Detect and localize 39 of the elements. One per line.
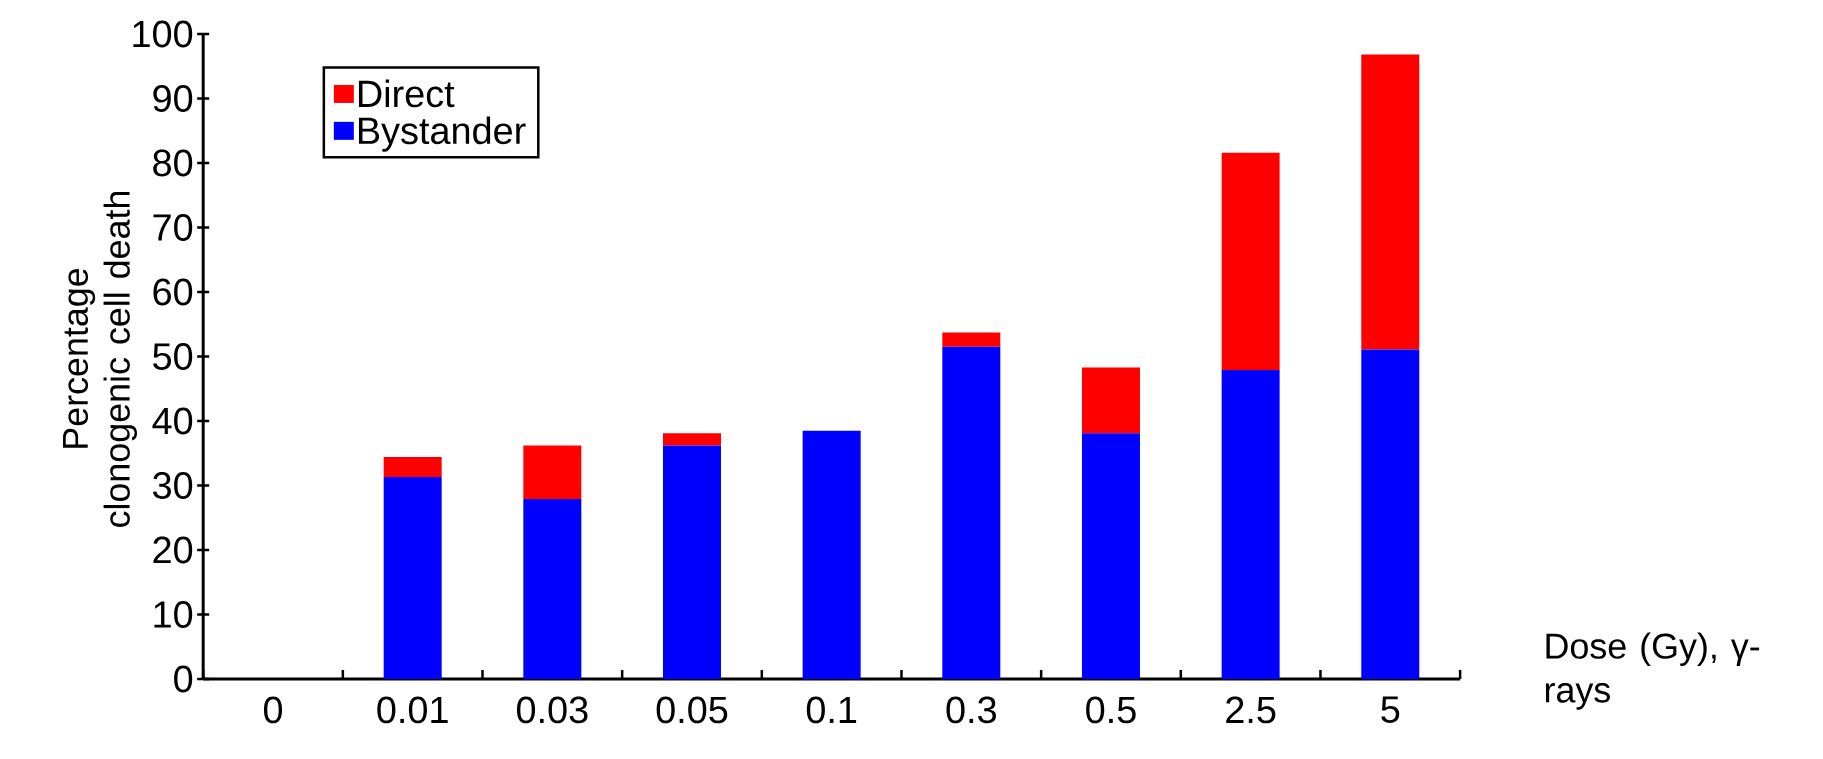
- x-tick-label: 0.1: [806, 696, 857, 724]
- bar: [523, 499, 582, 679]
- bar: [942, 346, 1001, 679]
- bar: [663, 445, 721, 679]
- y-tick-label: 70: [153, 214, 193, 241]
- bar: [802, 430, 861, 679]
- y-tick-label: 60: [153, 278, 193, 306]
- bar: [1361, 349, 1420, 679]
- y-tick-label: 30: [153, 472, 193, 499]
- y-tick-label: 90: [153, 85, 193, 112]
- bar: [1081, 367, 1140, 434]
- y-tick-label: 10: [154, 601, 193, 628]
- bar: [383, 477, 442, 679]
- bar: [1221, 152, 1280, 371]
- bar: [942, 332, 1001, 347]
- bar: [1361, 54, 1420, 350]
- x-axis-title: Dose (Gy), γ-rays: [1545, 632, 1760, 710]
- x-tick-label: 2.5: [1226, 696, 1276, 724]
- x-tick-label: 0.05: [656, 696, 728, 724]
- y-tick-label: 20: [153, 536, 193, 564]
- x-tick-label: 0.5: [1086, 696, 1136, 724]
- y-tick-label: 100: [133, 20, 193, 48]
- bar: [1081, 433, 1140, 679]
- y-tick-label: 80: [153, 149, 193, 177]
- bar: [383, 457, 442, 478]
- x-tick-label: 0.3: [946, 696, 996, 724]
- y-axis-title: Percentage clonogenic cell death: [63, 191, 137, 527]
- bar: [1221, 370, 1280, 679]
- legend-label: Bystander: [358, 116, 526, 152]
- x-tick-label: 0.01: [377, 696, 448, 724]
- y-tick-label: 40: [152, 407, 193, 435]
- x-tick-label: 5: [1381, 696, 1400, 723]
- y-tick-label: 50: [153, 343, 193, 370]
- y-tick-label: 0: [174, 665, 193, 693]
- x-tick-label: 0: [263, 696, 283, 724]
- x-tick-label: 0.03: [516, 696, 588, 724]
- bar: [663, 433, 721, 446]
- bar: [523, 445, 582, 500]
- legend-label: Direct: [358, 79, 455, 108]
